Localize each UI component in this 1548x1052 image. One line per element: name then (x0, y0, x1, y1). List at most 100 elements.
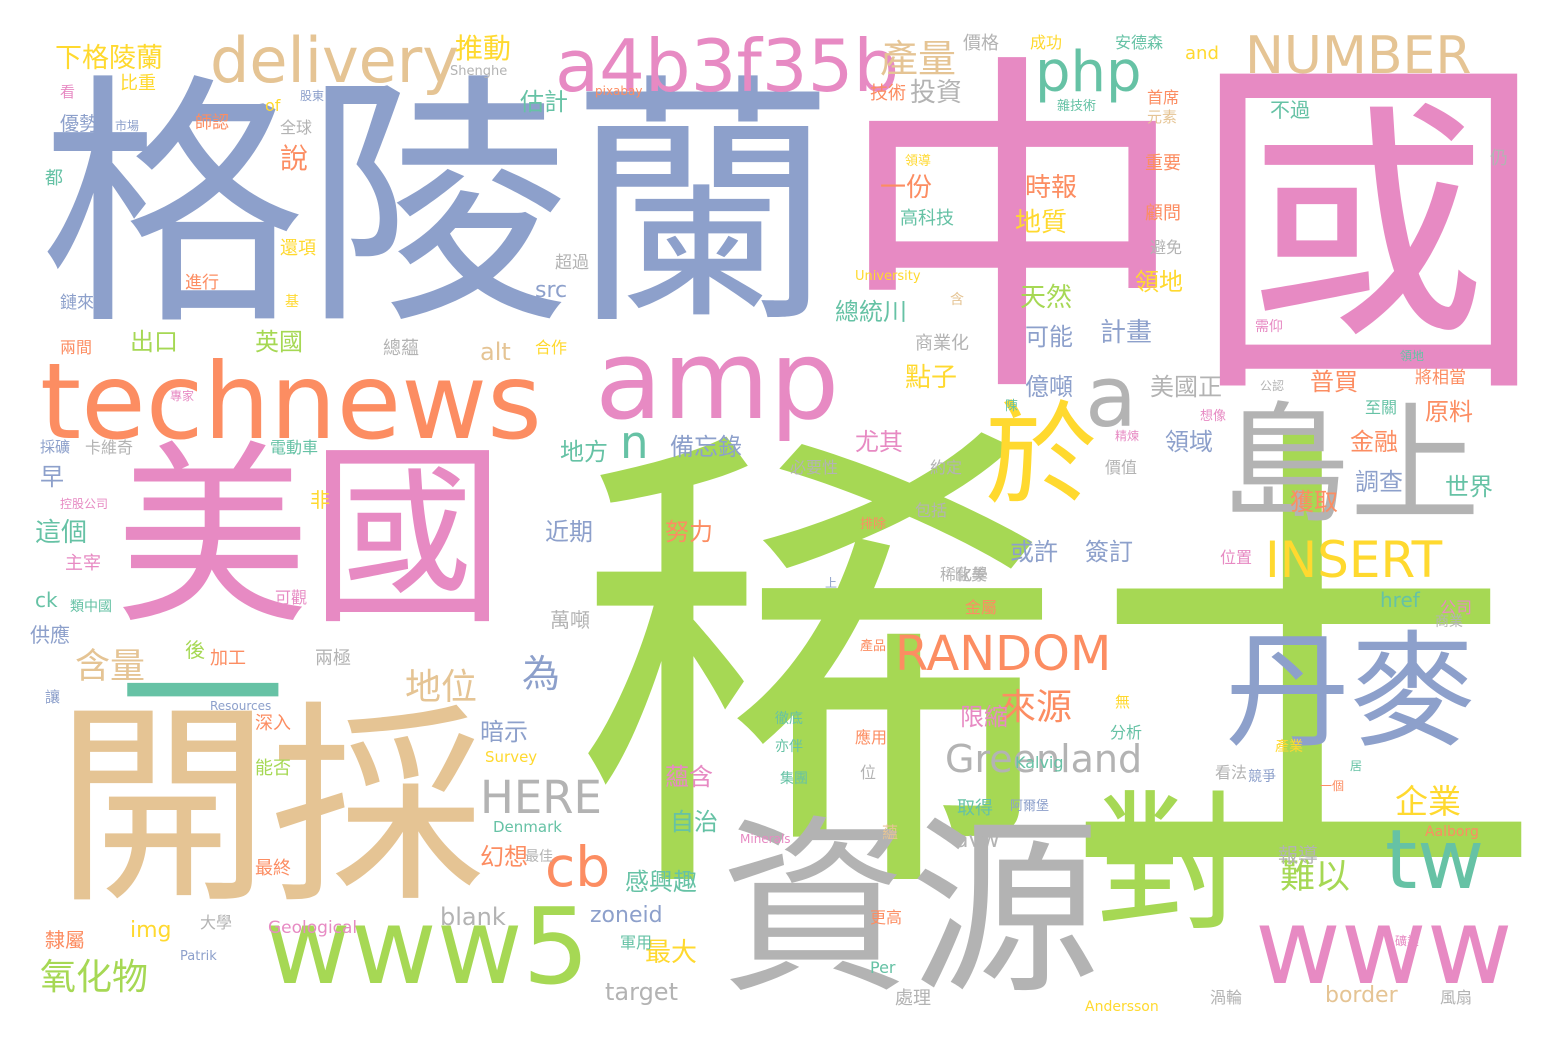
word-184: 市場 (115, 119, 140, 133)
word-195: 超過 (555, 253, 589, 273)
word-6: 對 (1095, 778, 1246, 952)
word-168: 位 (860, 763, 877, 782)
word-28: 氧化物 (40, 957, 149, 998)
word-89: 後 (185, 638, 205, 662)
word-98: 總蘊 (383, 338, 419, 359)
word-193: 陳 (1005, 399, 1019, 414)
word-115: 渦輪 (1210, 988, 1243, 1007)
word-69: alt (480, 338, 511, 366)
word-8: 丹麥 (1225, 620, 1475, 765)
word-194: 礦業 (1395, 934, 1420, 948)
word-90: 加工 (210, 648, 246, 669)
word-108: 位置 (1220, 548, 1253, 567)
word-112: 看法 (1215, 763, 1248, 782)
word-106: 稀化學 (940, 565, 989, 584)
word-71: 限縮 (960, 703, 1008, 731)
word-156: Geological (268, 918, 358, 938)
word-104: 包括 (915, 501, 948, 520)
word-152: Resources (210, 699, 272, 713)
word-182: 領導 (905, 154, 932, 169)
word-95: 隸屬 (45, 928, 85, 952)
word-4: 開採 (55, 682, 485, 933)
word-67: 這個 (35, 518, 88, 548)
word-111: 應用 (855, 728, 888, 747)
word-47: 出口 (130, 328, 178, 356)
word-147: 價值 (1105, 458, 1138, 477)
word-48: 英國 (255, 328, 303, 356)
word-93: 能否 (255, 758, 291, 779)
word-121: 成功 (1030, 33, 1063, 52)
word-74: 自治 (670, 808, 718, 836)
word-39: 說 (280, 142, 309, 175)
word-171: 居 (1350, 759, 1363, 773)
word-36: 推動 (455, 32, 512, 65)
word-35: 下格陵蘭 (55, 43, 163, 74)
word-10: amp (595, 316, 840, 444)
word-131: 技術 (870, 83, 906, 104)
word-186: 雜技術 (1057, 99, 1097, 114)
word-136: 全球 (280, 118, 313, 137)
word-127: 重要 (1145, 153, 1181, 174)
word-119: 最佳 (525, 849, 553, 865)
word-176: 徹底 (775, 711, 803, 727)
word-1: 中國 (835, 25, 1547, 440)
word-42: 地質 (1015, 208, 1068, 238)
word-135: 都 (45, 168, 63, 189)
word-142: 可觀 (275, 588, 308, 607)
word-18: delivery (210, 24, 459, 97)
word-79: blank (440, 903, 506, 931)
word-177: 集團 (780, 771, 808, 787)
word-118: 軍用 (620, 933, 653, 952)
word-7: 島上 (1220, 389, 1481, 541)
word-166: 讓 (45, 688, 61, 706)
word-31: 來源 (1000, 687, 1073, 728)
word-97: 處理 (895, 988, 931, 1009)
word-30: 地位 (405, 667, 478, 708)
word-96: 大學 (200, 913, 233, 932)
word-114: 取得 (957, 798, 993, 819)
word-175: 產品 (860, 639, 887, 654)
word-162: 看 (60, 83, 76, 101)
word-27: 產量 (880, 37, 957, 81)
word-84: 報導 (1278, 843, 1318, 867)
word-45: 總統川 (835, 298, 907, 326)
word-155: Minerals (740, 832, 791, 846)
word-17: a4b3f35b (555, 24, 900, 108)
word-174: 商業 (1435, 614, 1463, 630)
word-86: 萬噸 (550, 608, 590, 632)
word-150: pixabay (595, 84, 643, 98)
word-165: 含 (950, 292, 964, 308)
word-21: INSERT (1265, 531, 1443, 589)
word-29: 含量 (75, 647, 146, 687)
word-101: 卡維奇 (85, 438, 134, 457)
word-183: 需仰 (1255, 319, 1283, 335)
word-178: 亦伴 (775, 739, 803, 755)
word-23: Greenland (945, 737, 1143, 781)
word-160: Per (870, 958, 896, 977)
word-113: 競爭 (1248, 769, 1276, 785)
word-124: 首席 (1147, 88, 1180, 107)
word-126: 不過 (1270, 98, 1310, 122)
word-105: 歐美 (955, 565, 988, 584)
word-77: 最大 (645, 938, 698, 968)
word-0: 稀土 (575, 390, 1547, 956)
word-163: of (265, 96, 281, 115)
word-88: ck (35, 588, 58, 612)
word-53: 原料 (1425, 398, 1473, 426)
word-51: 美國正 (1150, 373, 1222, 401)
word-41: 時報 (1025, 173, 1078, 203)
word-70: src (535, 278, 568, 303)
word-2: 格陵蘭 (40, 53, 835, 361)
word-125: 元素 (1147, 108, 1178, 126)
word-157: Kalvig (1015, 753, 1064, 772)
word-138: 進行 (185, 273, 219, 293)
word-38: 估計 (520, 88, 568, 116)
word-188: 採礦 (40, 438, 71, 456)
word-32: 難以 (1280, 857, 1351, 897)
word-66: 近期 (545, 518, 593, 546)
word-64: 或許 (1010, 538, 1058, 566)
word-190: 控股公司 (60, 497, 109, 511)
word-116: 風扇 (1440, 988, 1473, 1007)
word-62: 獲取 (1290, 488, 1338, 516)
